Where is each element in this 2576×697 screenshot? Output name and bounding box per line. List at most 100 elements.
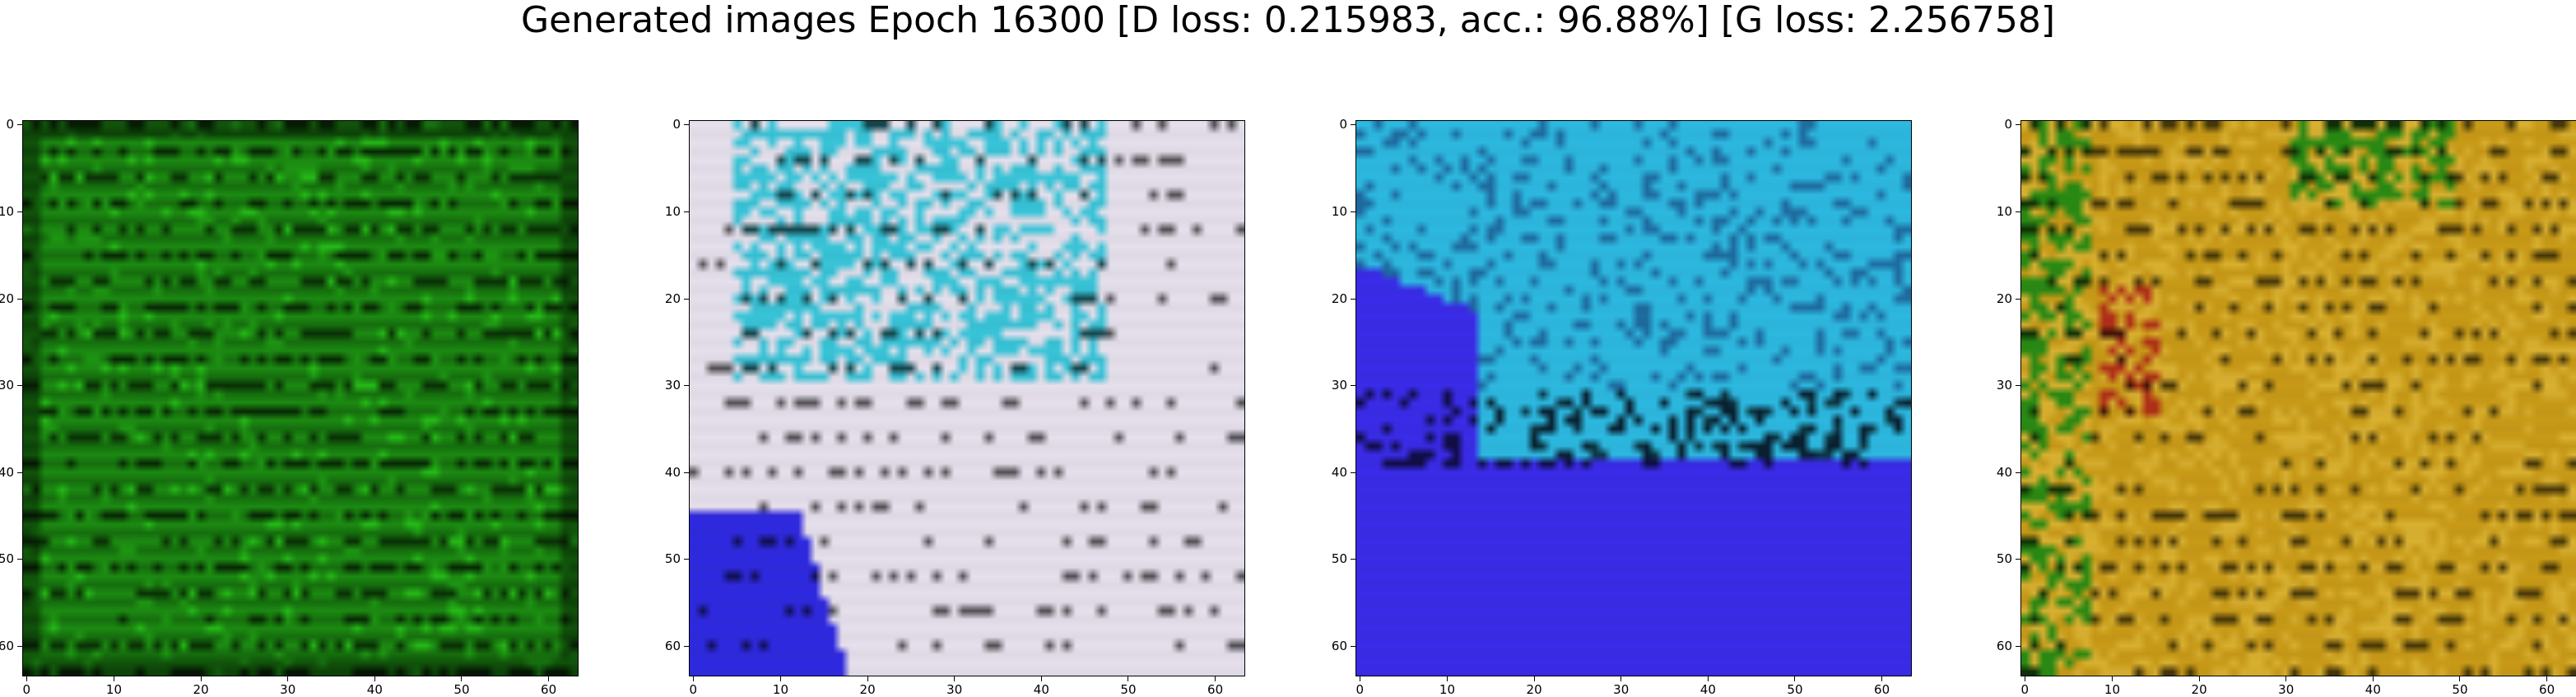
y-tick-label: 0 [6,117,14,132]
x-tick-label: 60 [1874,682,1890,697]
x-tick-mark [26,676,28,681]
generated-image-panel-1 [22,120,579,676]
y-tick-mark [684,211,689,212]
x-tick-label: 30 [2278,682,2295,697]
y-tick-mark [684,385,689,387]
x-tick-label: 10 [772,682,788,697]
x-tick-label: 20 [2191,682,2207,697]
x-tick-label: 60 [2539,682,2555,697]
y-tick-label: 40 [1996,464,2012,480]
x-tick-label: 10 [1439,682,1455,697]
x-tick-mark [2546,676,2548,681]
x-tick-label: 20 [1526,682,1542,697]
x-tick-label: 10 [2104,682,2120,697]
y-tick-label: 60 [1996,639,2012,654]
y-tick-label: 20 [1331,290,1347,306]
x-tick-mark [1040,676,1042,681]
y-tick-label: 50 [1331,551,1347,567]
x-tick-label: 40 [366,682,383,697]
x-tick-mark [2285,676,2287,681]
x-tick-mark [2372,676,2374,681]
y-tick-mark [2016,124,2020,126]
x-tick-label: 40 [1700,682,1716,697]
x-tick-label: 50 [2452,682,2468,697]
y-tick-label: 40 [1331,464,1347,480]
y-tick-mark [684,124,689,126]
generated-image-panel-4 [2020,120,2576,676]
y-tick-label: 50 [664,551,681,567]
y-tick-label: 50 [1996,551,2012,567]
y-tick-mark [684,646,689,648]
x-tick-label: 60 [1207,682,1224,697]
y-tick-label: 40 [0,464,14,480]
x-tick-mark [693,676,695,681]
y-tick-label: 50 [0,551,14,567]
y-tick-mark [2016,385,2020,387]
y-tick-label: 30 [664,378,681,393]
x-tick-label: 40 [1033,682,1049,697]
x-tick-mark [548,676,550,681]
x-tick-mark [1794,676,1796,681]
y-tick-label: 60 [1331,639,1347,654]
x-tick-label: 30 [1613,682,1630,697]
generated-image-2 [690,121,1244,676]
y-tick-mark [2016,472,2020,473]
x-tick-label: 40 [2364,682,2381,697]
generated-image-3 [1356,121,1911,676]
y-tick-label: 60 [664,639,681,654]
y-tick-mark [1351,646,1355,648]
y-tick-label: 10 [1331,203,1347,219]
x-tick-label: 60 [541,682,557,697]
x-tick-label: 50 [453,682,470,697]
x-tick-mark [200,676,202,681]
y-tick-label: 60 [0,639,14,654]
y-tick-label: 0 [2004,117,2012,132]
y-tick-mark [1351,385,1355,387]
generated-image-1 [23,121,578,676]
y-tick-mark [1351,559,1355,560]
generated-image-panel-2 [689,120,1245,676]
x-tick-label: 0 [2020,682,2030,697]
y-tick-mark [1351,472,1355,473]
x-tick-label: 50 [1787,682,1803,697]
x-tick-label: 50 [1120,682,1137,697]
y-tick-mark [1351,298,1355,300]
y-tick-mark [684,472,689,473]
x-tick-label: 20 [859,682,876,697]
y-tick-label: 20 [1996,290,2012,306]
y-tick-mark [17,472,22,473]
generated-image-4 [2021,121,2576,676]
y-tick-label: 10 [0,203,14,219]
y-tick-label: 30 [1996,378,2012,393]
y-tick-mark [2016,298,2020,300]
x-tick-mark [2198,676,2200,681]
y-tick-label: 20 [0,290,14,306]
x-tick-mark [374,676,375,681]
x-tick-mark [2459,676,2461,681]
generated-image-panel-3 [1355,120,1912,676]
x-tick-mark [287,676,289,681]
x-tick-label: 20 [193,682,209,697]
y-tick-label: 10 [1996,203,2012,219]
figure-title: Generated images Epoch 16300 [D loss: 0.… [520,0,2056,41]
x-tick-label: 30 [280,682,296,697]
x-tick-mark [954,676,956,681]
x-tick-mark [1215,676,1216,681]
y-tick-label: 40 [664,464,681,480]
x-tick-label: 10 [105,682,122,697]
y-tick-label: 0 [1339,117,1347,132]
y-tick-mark [17,646,22,648]
y-tick-mark [1351,211,1355,212]
x-tick-label: 0 [1355,682,1365,697]
y-tick-mark [17,559,22,560]
y-tick-label: 20 [664,290,681,306]
x-tick-mark [1533,676,1535,681]
y-tick-mark [17,211,22,212]
x-tick-mark [1707,676,1709,681]
y-tick-label: 10 [664,203,681,219]
y-tick-mark [684,559,689,560]
y-tick-label: 30 [1331,378,1347,393]
y-tick-label: 0 [672,117,681,132]
x-tick-mark [2111,676,2113,681]
x-tick-mark [779,676,781,681]
